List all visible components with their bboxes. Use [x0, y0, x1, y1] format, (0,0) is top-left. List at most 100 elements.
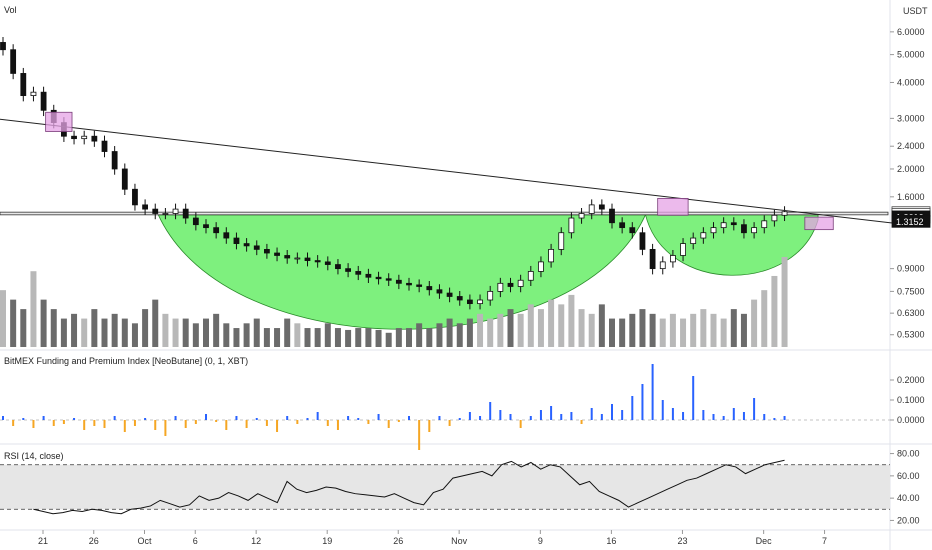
highlight-box: [804, 216, 834, 231]
candle: [507, 277, 514, 293]
funding-bar: [377, 414, 380, 420]
volume-bar: [71, 313, 78, 347]
funding-bar: [590, 408, 593, 420]
funding-bar: [113, 416, 116, 420]
volume-bar: [324, 323, 331, 347]
candle-body: [324, 261, 331, 265]
funding-bar: [276, 420, 279, 432]
rsi-tick-label: 40.00: [897, 493, 920, 503]
trendline: [0, 118, 907, 226]
price-tick-label: 0.9000: [897, 264, 925, 274]
volume-bar: [294, 323, 301, 347]
funding-bar: [83, 420, 86, 430]
funding-bar: [154, 420, 157, 430]
funding-bar: [539, 410, 542, 420]
funding-bar: [52, 420, 55, 426]
price-badges: 1.408207:21:381.36161.3152: [891, 206, 931, 228]
candle: [416, 279, 423, 293]
volume-bar: [771, 275, 778, 347]
volume-bar: [740, 313, 747, 347]
candle-body: [507, 282, 514, 287]
volume-bar: [182, 318, 189, 347]
volume-bar: [517, 313, 524, 347]
volume-bar: [314, 328, 321, 347]
funding-bar: [448, 420, 451, 426]
funding-bar: [479, 416, 482, 420]
funding-bar: [235, 416, 238, 420]
candle-body: [284, 255, 291, 259]
funding-bar: [194, 420, 197, 424]
candle: [406, 277, 412, 291]
rsi-tick-label: 20.00: [897, 515, 920, 525]
funding-bar: [215, 420, 218, 422]
candle: [629, 222, 636, 239]
volume-bar: [213, 313, 220, 347]
candle-body: [263, 248, 270, 254]
volume-bar: [416, 323, 423, 347]
candle-body: [720, 222, 727, 229]
funding-bar: [651, 364, 654, 420]
price-badge-box: [891, 214, 931, 228]
candle: [121, 163, 128, 196]
candle-body: [223, 232, 230, 239]
candle-body: [629, 227, 636, 234]
funding-bar: [144, 418, 147, 420]
price-candles: [0, 36, 788, 310]
volume-bar: [629, 313, 636, 347]
funding-bar: [468, 412, 471, 420]
price-tick-label: 6.0000: [897, 27, 925, 37]
highlight-box: [657, 197, 689, 216]
candle: [639, 227, 646, 256]
candle-body: [477, 299, 483, 305]
funding-bar: [265, 420, 268, 426]
funding-bar: [174, 416, 177, 420]
volume-bar: [121, 318, 128, 347]
candle-body: [335, 264, 341, 270]
candle-body: [446, 292, 453, 297]
price-tick-label: 3.0000: [897, 113, 925, 123]
funding-bar: [428, 420, 431, 432]
candle-body: [253, 245, 260, 250]
volume-bar: [700, 309, 707, 347]
price-badge: 1.3152: [891, 214, 931, 228]
candle-body: [192, 217, 199, 226]
candle-body: [487, 290, 494, 301]
time-tick-label: 23: [677, 536, 687, 546]
funding-bar: [712, 414, 715, 420]
candle-body: [91, 135, 98, 142]
candle-body: [436, 289, 443, 294]
funding-bar: [783, 416, 786, 420]
resistance-zone: [0, 211, 889, 216]
funding-pane-title: BitMEX Funding and Premium Index [NeoBut…: [4, 356, 248, 366]
funding-tick-label: 0.0000: [897, 415, 925, 425]
candle: [203, 219, 209, 234]
candle: [497, 277, 504, 298]
volume-bar: [111, 313, 118, 347]
volume-bar: [497, 313, 504, 347]
price-tick-label: 5.0000: [897, 50, 925, 60]
volume-bar: [40, 299, 47, 347]
candle: [456, 290, 463, 306]
funding-bar: [682, 412, 685, 420]
candle: [426, 281, 433, 296]
candle: [345, 263, 352, 278]
funding-bar: [103, 420, 106, 428]
volume-bar: [0, 290, 6, 347]
candle-body: [771, 214, 778, 222]
candle-body: [101, 140, 108, 152]
rsi-tick-label: 80.00: [897, 449, 920, 459]
candle: [0, 36, 6, 56]
volume-bar: [466, 318, 473, 347]
funding-bar: [489, 402, 492, 420]
candle: [588, 199, 595, 220]
candle-body: [111, 151, 118, 170]
funding-bar: [93, 420, 96, 426]
candle-body: [466, 299, 473, 305]
cup-fill: [157, 214, 647, 330]
volume-bar: [477, 313, 484, 347]
volume-bars: [0, 257, 788, 347]
volume-bar: [568, 294, 575, 347]
candle-body: [355, 271, 362, 275]
candle: [355, 265, 362, 281]
funding-bar: [2, 416, 4, 420]
